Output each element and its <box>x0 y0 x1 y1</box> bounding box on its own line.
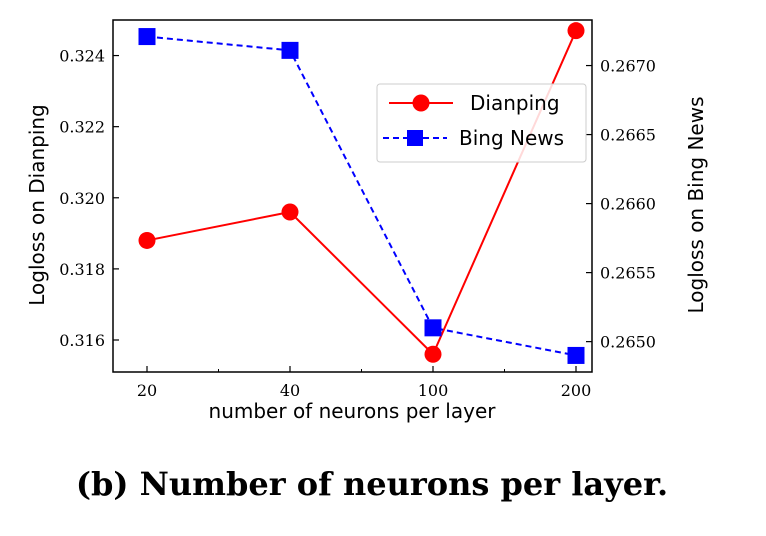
y-left-axis-ticks: 0.316 0.318 0.320 0.322 0.324 <box>59 47 119 350</box>
y-left-tick-label: 0.324 <box>59 47 105 66</box>
legend-marker-dianping <box>412 94 430 112</box>
y-left-tick-label: 0.316 <box>59 331 105 350</box>
x-tick-label: 200 <box>561 381 592 400</box>
figure-caption: (b) Number of neurons per layer. <box>76 465 668 503</box>
y-right-tick-label: 0.2655 <box>600 264 656 283</box>
x-tick-label: 20 <box>137 381 157 400</box>
plot-frame <box>112 19 593 373</box>
series-layer <box>138 22 585 364</box>
y-left-axis-label: Logloss on Dianping <box>25 104 49 306</box>
y-right-tick-label: 0.2650 <box>600 333 656 352</box>
y-left-tick-label: 0.322 <box>59 118 105 137</box>
y-right-axis-label: Logloss on Bing News <box>684 96 708 313</box>
y-left-tick-label: 0.320 <box>59 189 105 208</box>
legend-label-dianping: Dianping <box>470 91 560 115</box>
x-tick-label: 40 <box>280 381 300 400</box>
y-right-tick-label: 0.2660 <box>600 195 656 214</box>
y-left-tick-label: 0.318 <box>59 260 105 279</box>
series-line-dianping <box>146 30 577 356</box>
y-right-tick-label: 0.2665 <box>600 126 656 145</box>
y-right-tick-label: 0.2670 <box>600 57 656 76</box>
x-axis-label: number of neurons per layer <box>209 399 497 423</box>
data-point-dianping <box>138 231 156 249</box>
data-point-bing-news <box>138 28 156 46</box>
data-point-bing-news <box>424 319 442 337</box>
x-axis-ticks: 20 40 100 200 <box>137 366 591 400</box>
legend: Dianping Bing News <box>376 83 587 163</box>
data-point-dianping <box>567 22 585 40</box>
data-point-bing-news <box>281 41 299 59</box>
legend-label-bing-news: Bing News <box>459 126 564 150</box>
y-right-axis-ticks: 0.2650 0.2655 0.2660 0.2665 0.2670 <box>586 57 656 352</box>
data-point-dianping <box>281 203 299 221</box>
data-point-bing-news <box>567 346 585 364</box>
x-tick-label: 100 <box>418 381 449 400</box>
data-point-dianping <box>424 345 442 363</box>
series-line-bing-news <box>146 35 577 357</box>
legend-marker-bing-news <box>407 130 423 146</box>
